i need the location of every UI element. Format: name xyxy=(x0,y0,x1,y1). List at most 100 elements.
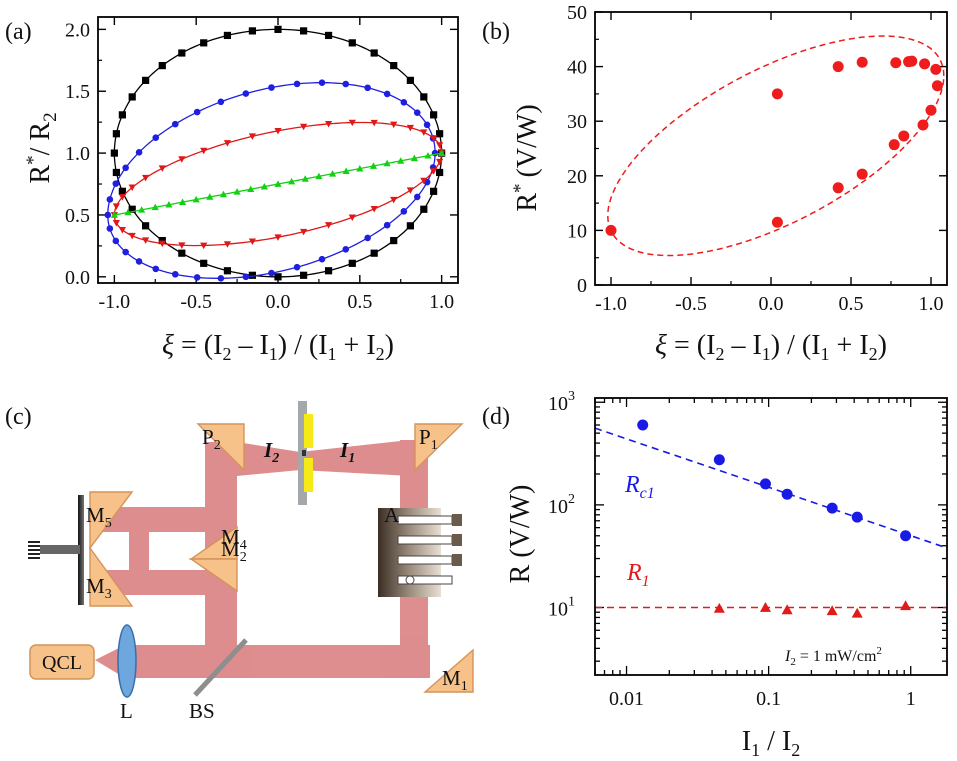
panel-d-xtick-label: 1 xyxy=(906,688,916,710)
panel-b-point xyxy=(931,80,943,92)
panel-a-marker xyxy=(390,236,398,245)
lens xyxy=(117,624,137,698)
panel-c-setup: (c) xyxy=(5,401,474,723)
panel-a-marker xyxy=(430,187,438,195)
parabolic-mirror-p2 xyxy=(196,423,245,472)
m2-label: M2 xyxy=(221,537,247,565)
panel-a-marker xyxy=(217,98,225,106)
panel-a-marker xyxy=(430,135,438,142)
panel-a-marker xyxy=(436,168,444,177)
panel-a-marker xyxy=(420,129,428,136)
panel-b-point xyxy=(771,216,783,228)
panel-a-marker xyxy=(178,242,186,249)
panel-a-marker xyxy=(151,203,159,211)
panel-a-marker xyxy=(423,121,431,129)
panel-b-point xyxy=(898,130,910,142)
panel-a-ytick-label: 0.0 xyxy=(65,267,90,289)
panel-d-annotation: I2 = 1 mW/cm2 xyxy=(784,645,882,668)
panel-a-marker xyxy=(390,196,398,204)
panel-a-marker xyxy=(142,174,150,182)
mirrors xyxy=(89,423,474,693)
panel-d-point xyxy=(781,488,793,500)
panel-a-marker xyxy=(383,90,391,98)
panel-a-ytick-label: 2.0 xyxy=(65,19,90,41)
panel-a-marker xyxy=(135,258,143,265)
panel-a-marker xyxy=(248,271,257,279)
panel-d-point xyxy=(900,530,912,542)
panel-a-xtick-label: 0.0 xyxy=(266,291,291,313)
panel-b-ytick-label: 10 xyxy=(567,220,587,242)
panel-a-marker xyxy=(364,84,371,92)
panel-a-marker xyxy=(301,175,309,182)
panel-d-fit-line xyxy=(594,427,948,549)
panel-a-marker xyxy=(248,27,257,35)
panel-b-point xyxy=(917,119,929,131)
panel-b-point xyxy=(925,104,937,116)
panel-a-xlabel: ξ = (I2 – I1) / (I1 + I2) xyxy=(162,330,394,364)
panel-d-point xyxy=(637,419,649,431)
panel-a-frame xyxy=(97,16,459,284)
panel-a-marker xyxy=(383,221,391,229)
panel-a-marker xyxy=(171,270,179,278)
mirror-m3 xyxy=(89,545,134,607)
panel-b-xtick-label: 1.0 xyxy=(919,293,944,315)
panel-a-marker xyxy=(247,185,255,193)
panel-a-marker xyxy=(420,177,428,185)
panel-b: (b) R*(V/W) ξ = (I2 – I1) / (I1 + I2) -1… xyxy=(482,2,948,364)
panel-d-series-label: R1 xyxy=(626,560,650,590)
panel-b-point xyxy=(890,57,902,69)
panel-d-ylabel: R (V/W) xyxy=(505,485,536,584)
panel-a-marker xyxy=(299,123,308,131)
qcl-label: QCL xyxy=(42,652,82,674)
panel-a-marker xyxy=(152,265,160,273)
panel-a-marker xyxy=(110,211,118,218)
panel-b-ytick-label: 20 xyxy=(567,166,587,188)
panel-b-point xyxy=(771,88,783,100)
panel-a-marker xyxy=(436,142,444,149)
m5-label: M5 xyxy=(86,503,112,531)
panel-a-marker xyxy=(268,269,275,277)
panel-d-point xyxy=(713,602,725,613)
panel-d-point xyxy=(713,454,725,466)
panel-b-point xyxy=(856,56,868,68)
panel-a-marker xyxy=(124,208,132,216)
panel-d-point xyxy=(900,600,912,611)
panel-a-marker xyxy=(299,271,308,279)
panel-a-marker xyxy=(223,140,232,147)
panel-a-marker xyxy=(178,49,186,57)
panel-a-marker xyxy=(342,246,350,253)
panel-a-marker xyxy=(112,237,120,245)
panel-d-series-label: Rc1 xyxy=(624,472,655,502)
panel-b-point xyxy=(930,63,942,75)
panel-a-marker xyxy=(219,190,228,198)
panel-d-xtick-label: 0.01 xyxy=(609,688,644,710)
p1-label: P1 xyxy=(419,425,438,453)
panel-a-ylabel: R*/ R2 xyxy=(23,112,61,183)
panel-a-marker xyxy=(178,249,186,257)
panel-a-marker xyxy=(293,263,301,271)
panel-a-marker xyxy=(128,205,136,213)
panel-a-marker xyxy=(324,31,333,40)
panel-a-marker xyxy=(104,211,112,219)
p2-label: P2 xyxy=(202,425,221,453)
panel-a-marker xyxy=(142,237,150,244)
panel-a-marker xyxy=(118,194,126,201)
panel-d-point xyxy=(826,605,838,616)
panel-a-marker xyxy=(142,76,150,84)
panel-d-ytick-label: 102 xyxy=(548,492,575,518)
panel-a-marker xyxy=(165,201,173,208)
panel-a-marker xyxy=(400,98,408,106)
panel-d-ytick-label: 103 xyxy=(548,389,575,415)
panel-a-marker xyxy=(200,242,208,250)
panel-a-marker xyxy=(424,152,432,159)
panel-a-marker xyxy=(348,39,356,47)
panel-a-marker xyxy=(158,62,166,70)
panel-a-marker xyxy=(128,93,136,101)
panel-a-marker xyxy=(348,259,356,267)
panel-a-marker xyxy=(274,180,282,187)
panel-d-point xyxy=(826,502,838,514)
panel-a-marker xyxy=(122,164,129,172)
panel-a-marker xyxy=(420,205,428,213)
panel-a-marker xyxy=(112,168,120,177)
panel-a-xtick-label: 0.5 xyxy=(347,291,372,313)
